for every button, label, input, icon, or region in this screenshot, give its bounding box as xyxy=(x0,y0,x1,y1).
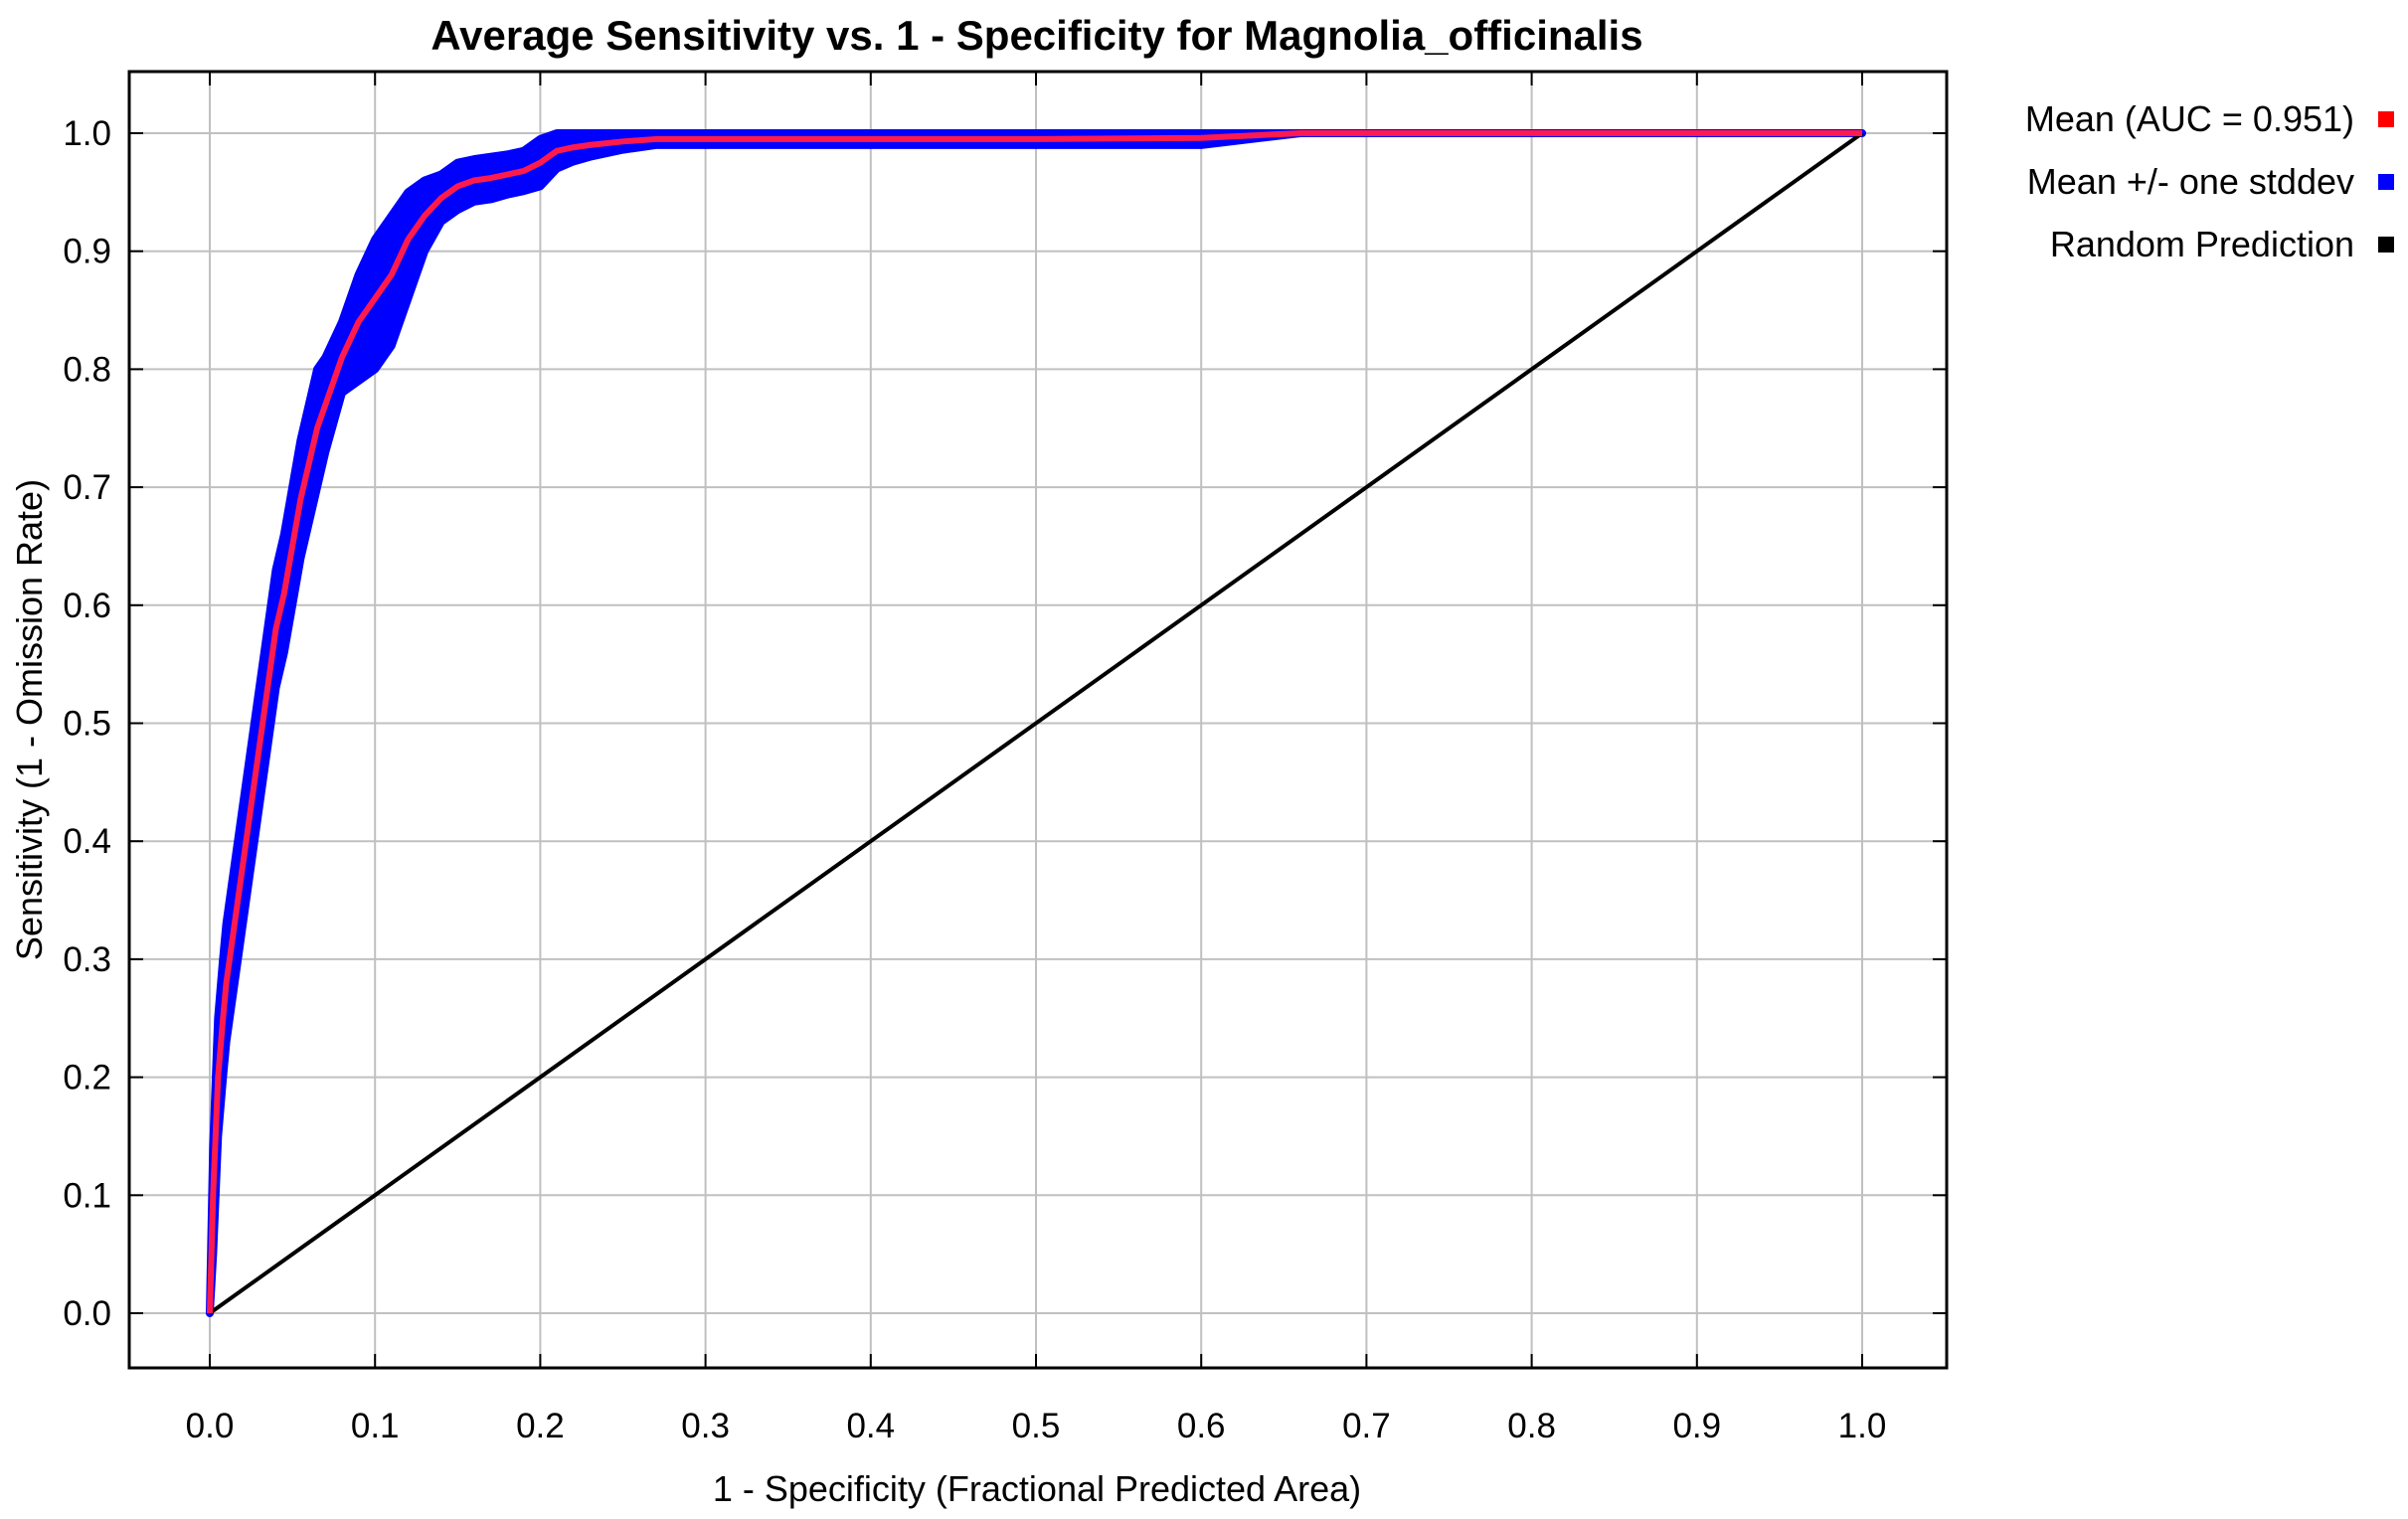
y-tick-label: 0.0 xyxy=(63,1294,111,1333)
x-tick-label: 0.4 xyxy=(846,1407,895,1445)
x-tick-label: 1.0 xyxy=(1838,1407,1887,1445)
random-prediction-line xyxy=(208,131,1864,1315)
legend-label: Mean +/- one stddev xyxy=(2027,161,2354,202)
y-tick-label: 1.0 xyxy=(63,114,111,153)
x-tick-label: 0.7 xyxy=(1342,1407,1391,1445)
x-tick-label: 0.2 xyxy=(516,1407,565,1445)
y-tick-label: 0.7 xyxy=(63,468,111,507)
y-tick-label: 0.6 xyxy=(63,587,111,625)
x-tick-label: 0.3 xyxy=(681,1407,730,1445)
plot-frame xyxy=(127,70,1949,1370)
y-tick-label: 0.2 xyxy=(63,1059,111,1097)
chart-title: Average Sensitivity vs. 1 - Specificity … xyxy=(430,12,1642,59)
legend-label: Random Prediction xyxy=(2050,224,2354,264)
random-prediction-path xyxy=(208,131,1864,1315)
legend-label: Mean (AUC = 0.951) xyxy=(2025,98,2354,139)
y-axis-ticks: 0.0 0.1 0.2 0.3 0.4 0.5 0.6 0.7 0.8 0.9 1.0 xyxy=(63,114,1947,1333)
x-axis-ticks: 0.0 0.1 0.2 0.3 0.4 0.5 0.6 0.7 0.8 0.9 1.0 xyxy=(186,72,1887,1445)
legend-swatch xyxy=(2378,174,2394,190)
y-tick-label: 0.9 xyxy=(63,233,111,271)
x-tick-label: 0.5 xyxy=(1012,1407,1061,1445)
mean-curve xyxy=(207,130,1862,1314)
x-tick-label: 0.6 xyxy=(1177,1407,1226,1445)
y-axis-label: Sensitivity (1 - Omission Rate) xyxy=(9,479,50,960)
x-tick-label: 0.8 xyxy=(1507,1407,1556,1445)
y-tick-label: 0.3 xyxy=(63,940,111,979)
mean-curve-path xyxy=(207,130,1862,1314)
x-axis-label: 1 - Specificity (Fractional Predicted Ar… xyxy=(713,1468,1361,1509)
y-tick-label: 0.8 xyxy=(63,350,111,389)
legend: Mean (AUC = 0.951) Mean +/- one stddev Ran… xyxy=(2025,98,2394,264)
x-tick-label: 0.0 xyxy=(186,1407,235,1445)
y-tick-label: 0.4 xyxy=(63,822,111,861)
legend-swatch xyxy=(2378,111,2394,127)
y-tick-label: 0.5 xyxy=(63,705,111,744)
legend-swatch xyxy=(2378,237,2394,253)
x-tick-label: 0.1 xyxy=(351,1407,400,1445)
x-tick-label: 0.9 xyxy=(1672,1407,1721,1445)
y-tick-label: 0.1 xyxy=(63,1176,111,1215)
